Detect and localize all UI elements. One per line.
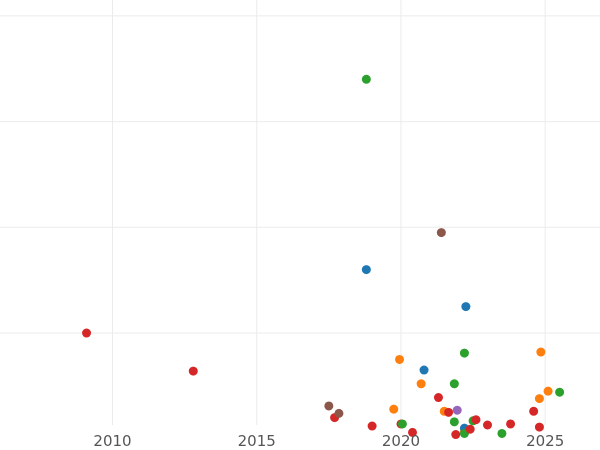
y-gridlines: [0, 15, 600, 334]
data-point-15: [433, 393, 443, 403]
x-gridlines: [112, 0, 546, 425]
data-point-2: [324, 401, 334, 411]
data-point-11: [397, 419, 407, 429]
data-point-1: [188, 366, 198, 376]
data-point-26: [459, 348, 469, 358]
data-point-30: [471, 415, 481, 425]
data-point-12: [408, 427, 417, 437]
data-point-32: [497, 428, 507, 438]
data-point-9: [395, 354, 405, 364]
x-axis-tick-labels: 2010 2015 2020 2025: [93, 432, 564, 450]
data-point-37: [536, 347, 546, 357]
data-point-36: [534, 422, 544, 432]
data-point-31: [483, 420, 492, 430]
data-point-7: [367, 421, 377, 431]
data-point-6: [361, 265, 371, 275]
data-point-19: [449, 417, 459, 427]
data-point-22: [452, 405, 462, 415]
data-point-21: [451, 430, 461, 440]
data-point-38: [543, 386, 553, 396]
data-point-20: [449, 379, 459, 389]
data-point-35: [534, 394, 544, 404]
data-point-39: [555, 387, 565, 397]
data-point-4: [334, 408, 344, 418]
data-point-18: [444, 407, 454, 417]
data-point-33: [506, 419, 516, 429]
data-point-8: [389, 404, 399, 414]
data-point-13: [416, 379, 426, 389]
data-point-5: [361, 74, 371, 84]
x-tick-label-2: 2020: [382, 432, 420, 450]
data-points: [82, 74, 565, 440]
data-point-14: [419, 365, 429, 375]
data-point-34: [529, 406, 539, 416]
data-point-27: [461, 302, 471, 312]
data-point-28: [465, 424, 475, 434]
x-tick-label-0: 2010: [93, 432, 131, 450]
data-point-16: [436, 228, 446, 238]
x-tick-label-3: 2025: [526, 432, 564, 450]
data-point-0: [82, 328, 92, 338]
x-tick-label-1: 2015: [238, 432, 276, 450]
